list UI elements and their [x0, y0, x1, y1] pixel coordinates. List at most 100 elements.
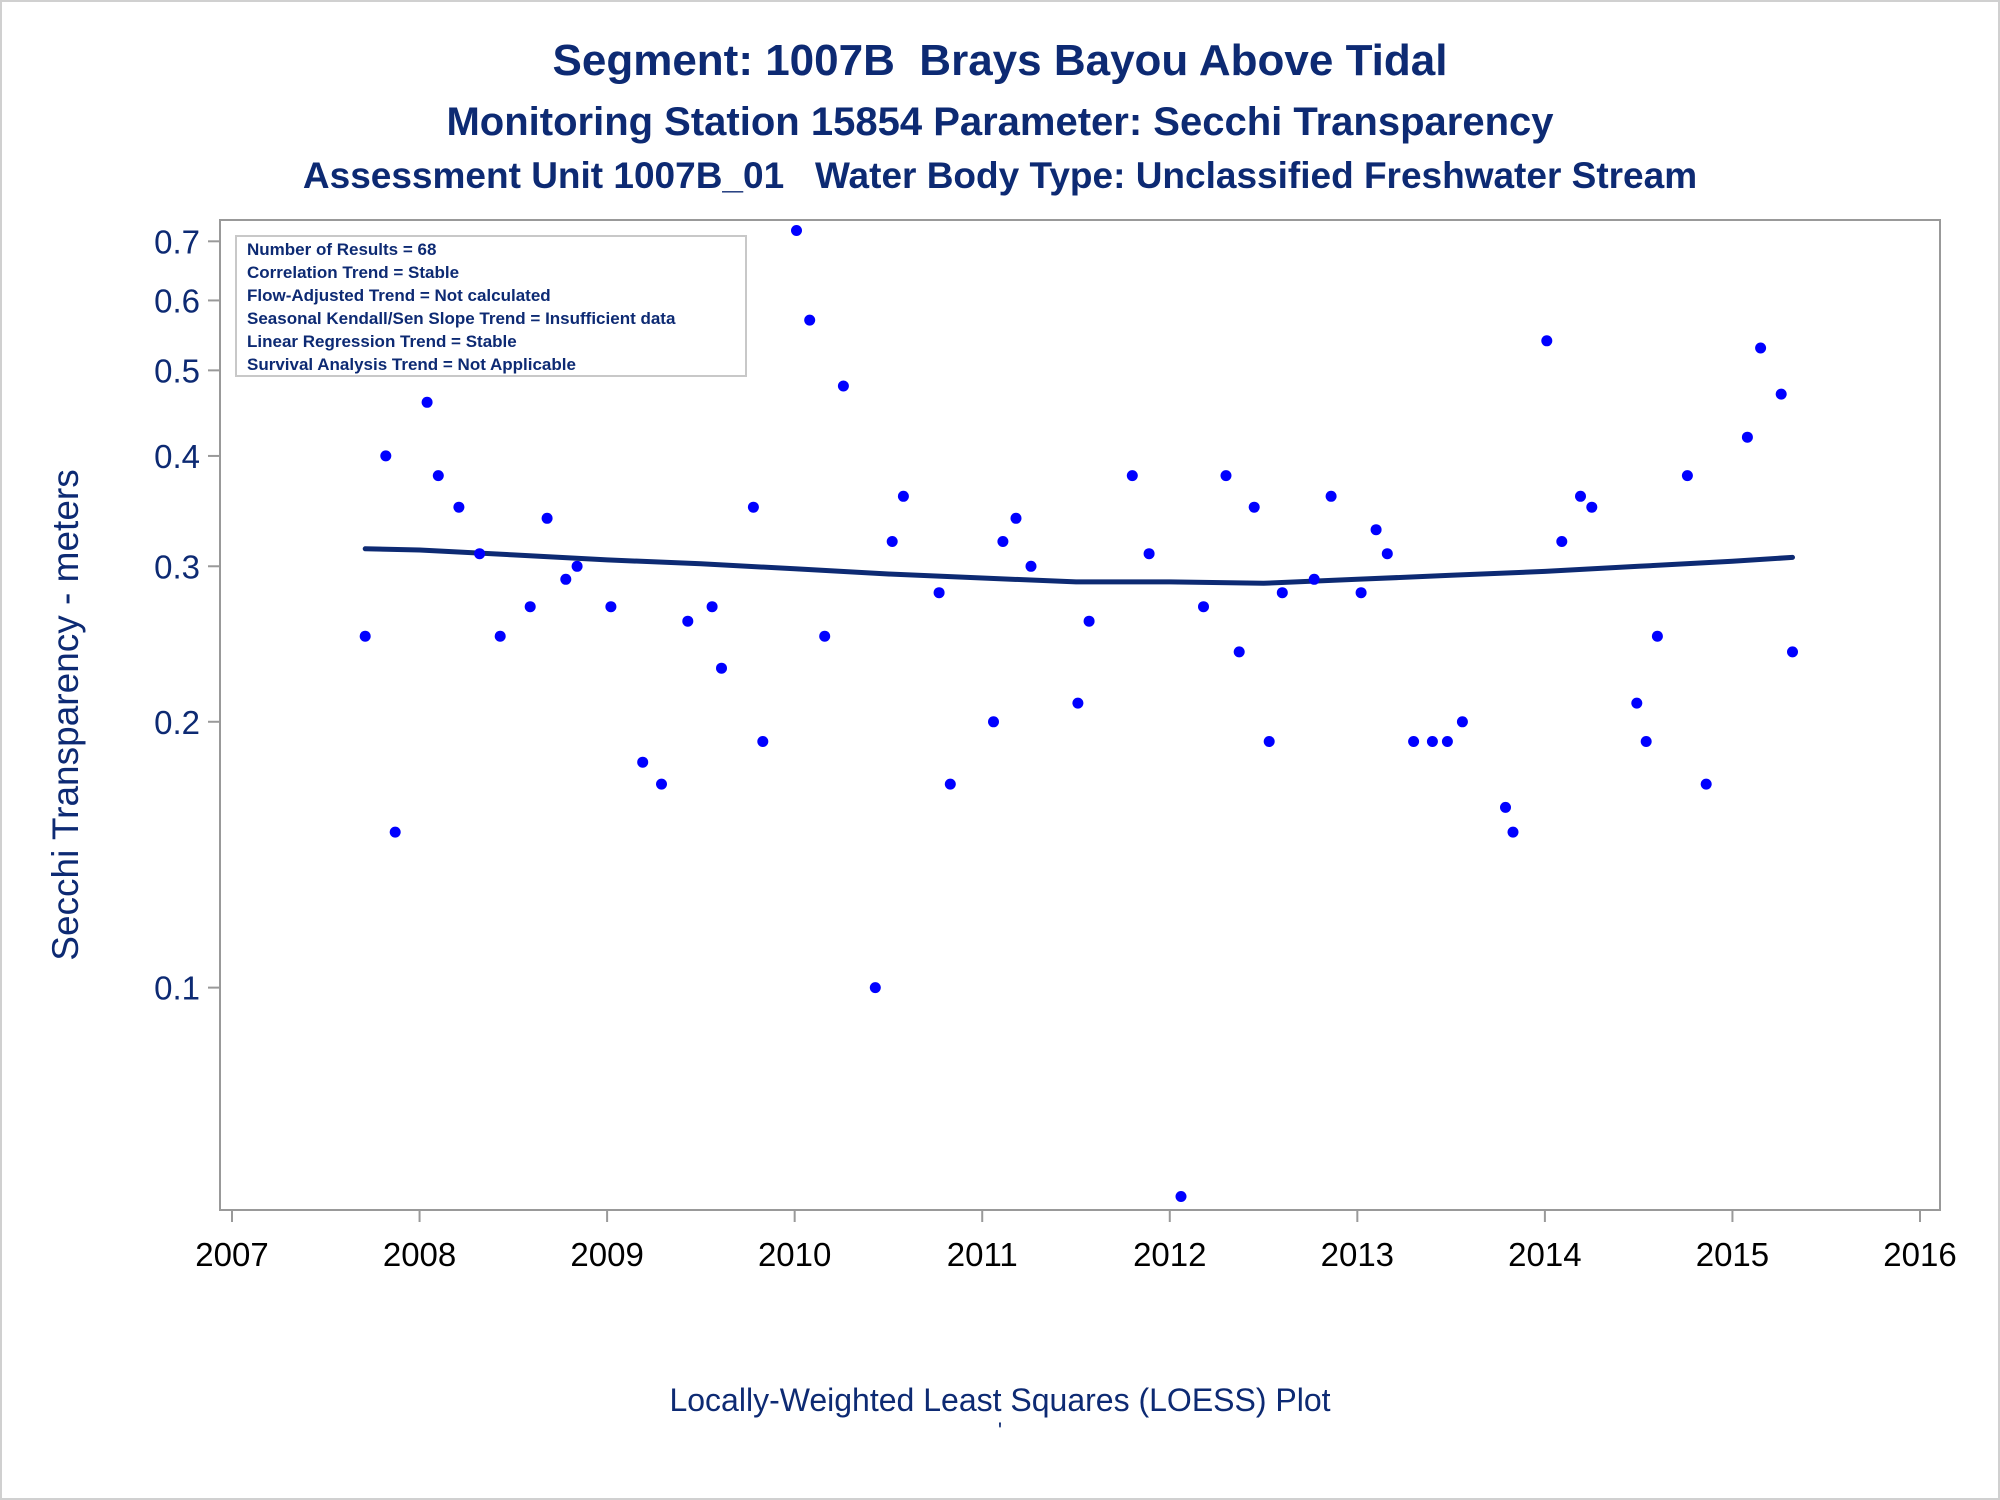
chart-subtitle: Monitoring Station 15854 Parameter: Secc…: [446, 100, 1554, 144]
x-tick-label: 2016: [1883, 1236, 1956, 1273]
chart-subtitle-2: Assessment Unit 1007B_01 Water Body Type…: [302, 155, 1698, 196]
data-point: [1220, 470, 1232, 482]
data-point: [571, 560, 583, 572]
x-tick-label: 2009: [570, 1236, 643, 1273]
data-point: [1233, 646, 1245, 658]
loess-line: [362, 546, 1795, 586]
data-point: [1355, 587, 1367, 599]
stats-line: Correlation Trend = Stable: [247, 263, 459, 282]
x-tick-label: 2013: [1321, 1236, 1394, 1273]
data-point: [1083, 615, 1095, 627]
data-point: [1308, 573, 1320, 585]
data-point: [1631, 697, 1643, 709]
data-point: [1586, 501, 1598, 513]
data-point: [524, 601, 536, 613]
data-point: [1010, 512, 1022, 524]
data-point: [1507, 826, 1519, 838]
data-point: [1072, 697, 1084, 709]
x-tick-label: 2011: [947, 1236, 1018, 1273]
data-point: [1276, 587, 1288, 599]
data-point: [1775, 388, 1787, 400]
data-point: [819, 630, 831, 642]
data-point: [944, 778, 956, 790]
data-point: [997, 536, 1009, 547]
chart-title: Segment: 1007B Brays Bayou Above Tidal: [552, 36, 1448, 85]
data-point: [1381, 548, 1393, 560]
data-point: [389, 826, 401, 838]
data-point: [494, 630, 506, 642]
data-point: [541, 512, 553, 524]
data-point: [897, 490, 909, 502]
data-point: [1198, 601, 1209, 613]
data-point: [1456, 716, 1468, 728]
y-tick-label: 0.5: [154, 352, 200, 389]
data-points: [359, 225, 1798, 1202]
stats-box: Number of Results = 68 Correlation Trend…: [235, 235, 747, 377]
data-point: [1370, 524, 1382, 536]
data-point: [791, 225, 802, 236]
data-point: [869, 982, 881, 994]
data-point: [453, 501, 465, 513]
footnote-mark: ': [997, 1418, 1003, 1443]
data-point: [1025, 560, 1037, 572]
stats-line: Seasonal Kendall/Sen Slope Trend = Insuf…: [247, 309, 676, 328]
data-point: [837, 380, 849, 392]
data-point: [988, 716, 999, 728]
data-point: [421, 396, 433, 408]
stats-line: Linear Regression Trend = Stable: [247, 332, 517, 351]
y-axis-label: Secchi Transparency - meters: [45, 469, 86, 960]
data-point: [637, 756, 649, 768]
data-point: [656, 778, 667, 790]
data-point: [380, 450, 392, 462]
y-tick-label: 0.2: [154, 704, 200, 741]
data-point: [747, 501, 759, 513]
stats-line: Survival Analysis Trend = Not Applicable: [247, 355, 576, 374]
data-point: [1575, 490, 1586, 502]
data-point: [359, 630, 371, 642]
stats-line: Flow-Adjusted Trend = Not calculated: [247, 286, 551, 305]
data-point: [474, 548, 486, 560]
y-tick-label: 0.6: [154, 282, 200, 319]
data-point: [1681, 470, 1693, 482]
data-point: [560, 573, 572, 585]
y-axis: 0.1 0.2 0.3 0.4 0.5 0.6 0.7: [154, 223, 220, 1007]
data-point: [1143, 548, 1155, 560]
data-point: [1175, 1191, 1187, 1202]
data-point: [1441, 736, 1453, 747]
data-point: [1700, 778, 1712, 790]
data-point: [1126, 470, 1138, 482]
x-axis: 2007 2008 2009 2010 2011 2012 2013 2014 2015 2016: [195, 1210, 1957, 1273]
plot-area: [219, 219, 1941, 1211]
data-point: [1408, 736, 1420, 747]
x-tick-label: 2014: [1508, 1236, 1581, 1273]
loess-curve: [362, 546, 1795, 586]
data-point: [933, 587, 945, 599]
data-point: [1741, 431, 1753, 443]
x-tick-label: 2010: [758, 1236, 831, 1273]
data-point: [804, 314, 816, 326]
footnote: Locally-Weighted Least Squares (LOESS) P…: [669, 1382, 1331, 1418]
data-point: [1651, 630, 1663, 642]
data-point: [1640, 736, 1652, 747]
x-tick-label: 2015: [1696, 1236, 1769, 1273]
x-tick-label: 2007: [195, 1236, 268, 1273]
data-point: [1556, 536, 1568, 547]
data-point: [1325, 490, 1337, 502]
y-tick-label: 0.1: [154, 970, 200, 1007]
y-tick-label: 0.7: [154, 223, 200, 260]
data-point: [1248, 501, 1260, 513]
y-tick-label: 0.3: [154, 548, 200, 585]
data-point: [1263, 736, 1275, 747]
data-point: [1500, 801, 1511, 813]
stats-line: Number of Results = 68: [247, 240, 436, 259]
data-point: [1426, 736, 1438, 747]
x-tick-label: 2012: [1133, 1236, 1206, 1273]
stats-box-border: [235, 235, 747, 377]
data-point: [1755, 342, 1767, 354]
data-point: [432, 470, 444, 482]
data-point: [682, 615, 694, 627]
data-point: [706, 601, 718, 613]
data-point: [1541, 335, 1553, 347]
x-tick-label: 2008: [383, 1236, 456, 1273]
